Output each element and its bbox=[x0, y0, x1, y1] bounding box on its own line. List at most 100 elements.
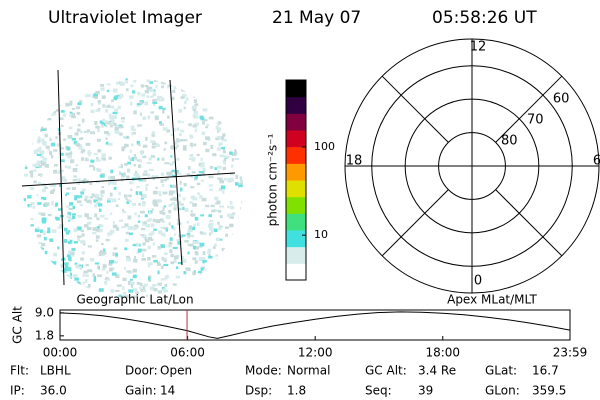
speckle bbox=[187, 236, 190, 239]
speckle bbox=[36, 194, 39, 197]
speckle bbox=[199, 115, 204, 119]
speckle bbox=[173, 255, 179, 260]
speckle bbox=[124, 267, 127, 270]
speckle bbox=[227, 205, 230, 209]
speckle bbox=[39, 282, 44, 286]
speckle bbox=[222, 151, 227, 154]
speckle bbox=[200, 267, 204, 271]
speckle bbox=[127, 226, 132, 230]
field-label: Seq: bbox=[365, 384, 392, 398]
speckle bbox=[225, 111, 230, 114]
speckle bbox=[128, 194, 132, 198]
speckle bbox=[85, 157, 88, 162]
speckle bbox=[26, 133, 31, 137]
speckle bbox=[53, 169, 58, 174]
speckle bbox=[151, 175, 156, 178]
speckle bbox=[60, 152, 64, 156]
speckle bbox=[177, 120, 181, 124]
speckle bbox=[217, 263, 223, 266]
speckle bbox=[70, 159, 75, 164]
speckle bbox=[108, 260, 113, 264]
speckle bbox=[149, 286, 155, 291]
speckle bbox=[106, 89, 110, 93]
speckle bbox=[232, 138, 237, 142]
speckle bbox=[68, 229, 71, 233]
speckle bbox=[36, 98, 41, 102]
speckle bbox=[222, 133, 226, 137]
speckle bbox=[217, 81, 222, 85]
speckle bbox=[29, 97, 32, 101]
speckle bbox=[102, 248, 106, 253]
speckle bbox=[159, 199, 163, 203]
speckle bbox=[82, 281, 85, 285]
speckle bbox=[96, 128, 100, 133]
speckle bbox=[131, 128, 136, 132]
speckle bbox=[235, 295, 239, 298]
speckle bbox=[62, 269, 67, 273]
speckle bbox=[76, 281, 80, 285]
speckle bbox=[138, 179, 143, 182]
speckle bbox=[224, 293, 230, 297]
speckle bbox=[44, 133, 48, 138]
speckle bbox=[217, 221, 220, 225]
speckle bbox=[225, 99, 229, 104]
speckle bbox=[144, 237, 147, 241]
speckle bbox=[53, 292, 57, 296]
speckle bbox=[72, 85, 77, 88]
speckle bbox=[150, 111, 155, 114]
speckle bbox=[176, 127, 180, 131]
speckle bbox=[142, 242, 146, 246]
speckle bbox=[98, 208, 102, 212]
speckle bbox=[160, 172, 165, 176]
speckle bbox=[57, 282, 62, 286]
speckle bbox=[38, 259, 43, 264]
speckle bbox=[138, 202, 141, 206]
speckle bbox=[40, 138, 45, 142]
speckle bbox=[190, 213, 195, 216]
speckle bbox=[148, 277, 151, 281]
speckle bbox=[44, 107, 50, 110]
speckle bbox=[221, 146, 225, 150]
speckle bbox=[237, 291, 241, 295]
speckle bbox=[94, 96, 98, 99]
speckle bbox=[106, 271, 109, 274]
speckle bbox=[173, 233, 177, 236]
speckle bbox=[241, 267, 243, 272]
speckle bbox=[49, 151, 53, 155]
speckle bbox=[47, 149, 50, 152]
speckle bbox=[69, 295, 73, 298]
speckle bbox=[26, 245, 29, 249]
speckle bbox=[124, 80, 129, 84]
mlt-label: 18 bbox=[346, 154, 363, 169]
speckle bbox=[151, 208, 154, 211]
speckle bbox=[157, 282, 162, 286]
field-value: Open bbox=[160, 364, 192, 378]
speckle bbox=[42, 81, 47, 85]
speckle bbox=[152, 92, 157, 97]
speckle bbox=[115, 130, 120, 135]
speckle bbox=[110, 175, 116, 180]
speckle bbox=[167, 115, 170, 119]
speckle bbox=[157, 157, 160, 161]
speckle bbox=[149, 217, 152, 221]
speckle bbox=[114, 95, 119, 99]
speckle bbox=[200, 179, 205, 182]
speckle bbox=[90, 109, 95, 113]
speckle bbox=[229, 101, 234, 105]
speckle bbox=[37, 202, 42, 205]
speckle bbox=[152, 218, 156, 222]
speckle bbox=[240, 211, 243, 215]
speckle bbox=[91, 193, 95, 198]
speckle bbox=[199, 164, 205, 168]
speckle bbox=[208, 214, 212, 218]
speckle bbox=[176, 138, 179, 142]
speckle bbox=[82, 274, 85, 278]
speckle bbox=[48, 86, 54, 90]
colorbar-frame bbox=[285, 79, 307, 281]
speckle bbox=[242, 120, 243, 123]
speckle bbox=[118, 165, 123, 169]
speckle bbox=[202, 120, 205, 125]
speckle bbox=[122, 291, 127, 295]
speckle bbox=[207, 248, 212, 251]
speckle bbox=[65, 265, 69, 270]
